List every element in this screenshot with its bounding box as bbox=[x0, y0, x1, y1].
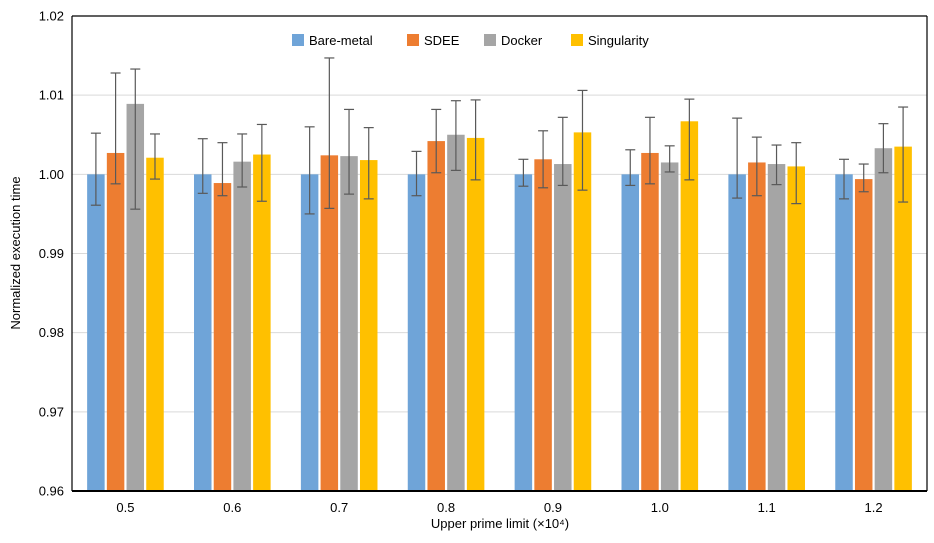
x-axis-label: Upper prime limit (×10⁴) bbox=[431, 516, 569, 531]
bar-bare-metal-1.0 bbox=[621, 174, 640, 492]
legend-label: Docker bbox=[501, 33, 543, 48]
bar-sdee-1.0 bbox=[641, 152, 659, 492]
bar-sdee-0.9 bbox=[534, 159, 552, 491]
bar-singularity-1.0 bbox=[680, 121, 699, 492]
x-tick-label: 0.6 bbox=[223, 500, 241, 515]
bar-docker-0.6 bbox=[233, 161, 251, 491]
y-tick-label: 0.96 bbox=[39, 484, 64, 499]
bar-sdee-0.6 bbox=[213, 183, 232, 491]
legend-swatch-sdee bbox=[407, 34, 419, 46]
x-tick-label: 0.7 bbox=[330, 500, 348, 515]
bar-bare-metal-1.2 bbox=[835, 174, 853, 492]
bar-singularity-0.9 bbox=[573, 132, 592, 491]
bar-bare-metal-0.8 bbox=[407, 174, 426, 492]
bar-bare-metal-0.7 bbox=[300, 174, 319, 492]
bar-bare-metal-0.9 bbox=[514, 174, 533, 492]
bar-sdee-0.7 bbox=[320, 155, 339, 492]
y-tick-label: 1.00 bbox=[39, 167, 64, 182]
y-tick-label: 1.01 bbox=[39, 88, 64, 103]
bar-bare-metal-1.1 bbox=[728, 174, 746, 492]
legend-label: Bare-metal bbox=[309, 33, 373, 48]
legend-swatch-docker bbox=[484, 34, 496, 46]
bar-singularity-0.8 bbox=[466, 137, 485, 491]
bar-docker-1.1 bbox=[767, 164, 786, 491]
bar-docker-1.0 bbox=[660, 162, 679, 492]
bar-docker-1.2 bbox=[874, 148, 893, 492]
x-tick-label: 1.1 bbox=[758, 500, 776, 515]
bar-singularity-1.2 bbox=[894, 146, 912, 491]
bar-docker-0.9 bbox=[554, 164, 572, 491]
axes bbox=[71, 15, 928, 492]
bars bbox=[87, 103, 912, 492]
bar-bare-metal-0.5 bbox=[87, 174, 105, 492]
bar-docker-0.7 bbox=[340, 156, 358, 491]
bar-sdee-0.8 bbox=[427, 141, 445, 492]
x-tick-label: 0.5 bbox=[116, 500, 134, 515]
y-axis-label: Normalized execution time bbox=[8, 176, 23, 329]
bar-docker-0.8 bbox=[447, 134, 465, 491]
bar-sdee-1.1 bbox=[748, 162, 766, 492]
y-tick-label: 0.98 bbox=[39, 325, 64, 340]
legend: Bare-metal SDEE Docker Singularity bbox=[292, 33, 649, 48]
bar-singularity-0.6 bbox=[253, 154, 271, 491]
bar-singularity-0.7 bbox=[359, 160, 378, 492]
bar-sdee-0.5 bbox=[106, 152, 125, 492]
bar-sdee-1.2 bbox=[854, 179, 873, 492]
x-tick-label: 0.9 bbox=[544, 500, 562, 515]
legend-swatch-singularity bbox=[571, 34, 583, 46]
bar-docker-0.5 bbox=[126, 103, 145, 491]
x-tick-label: 1.2 bbox=[865, 500, 883, 515]
legend-label: Singularity bbox=[588, 33, 649, 48]
legend-label: SDEE bbox=[424, 33, 460, 48]
tick-labels: 0.96 0.97 0.98 0.99 1.00 1.01 1.02 0.5 0.6 0.7 0.8… bbox=[39, 9, 883, 516]
y-tick-label: 0.99 bbox=[39, 246, 64, 261]
legend-swatch-bare-metal bbox=[292, 34, 304, 46]
x-tick-label: 1.0 bbox=[651, 500, 669, 515]
bar-singularity-0.5 bbox=[146, 157, 164, 492]
bar-bare-metal-0.6 bbox=[194, 174, 212, 492]
x-tick-label: 0.8 bbox=[437, 500, 455, 515]
y-tick-label: 1.02 bbox=[39, 9, 64, 24]
y-tick-label: 0.97 bbox=[39, 404, 64, 419]
error-bars bbox=[90, 57, 909, 215]
bar-singularity-1.1 bbox=[787, 166, 805, 491]
